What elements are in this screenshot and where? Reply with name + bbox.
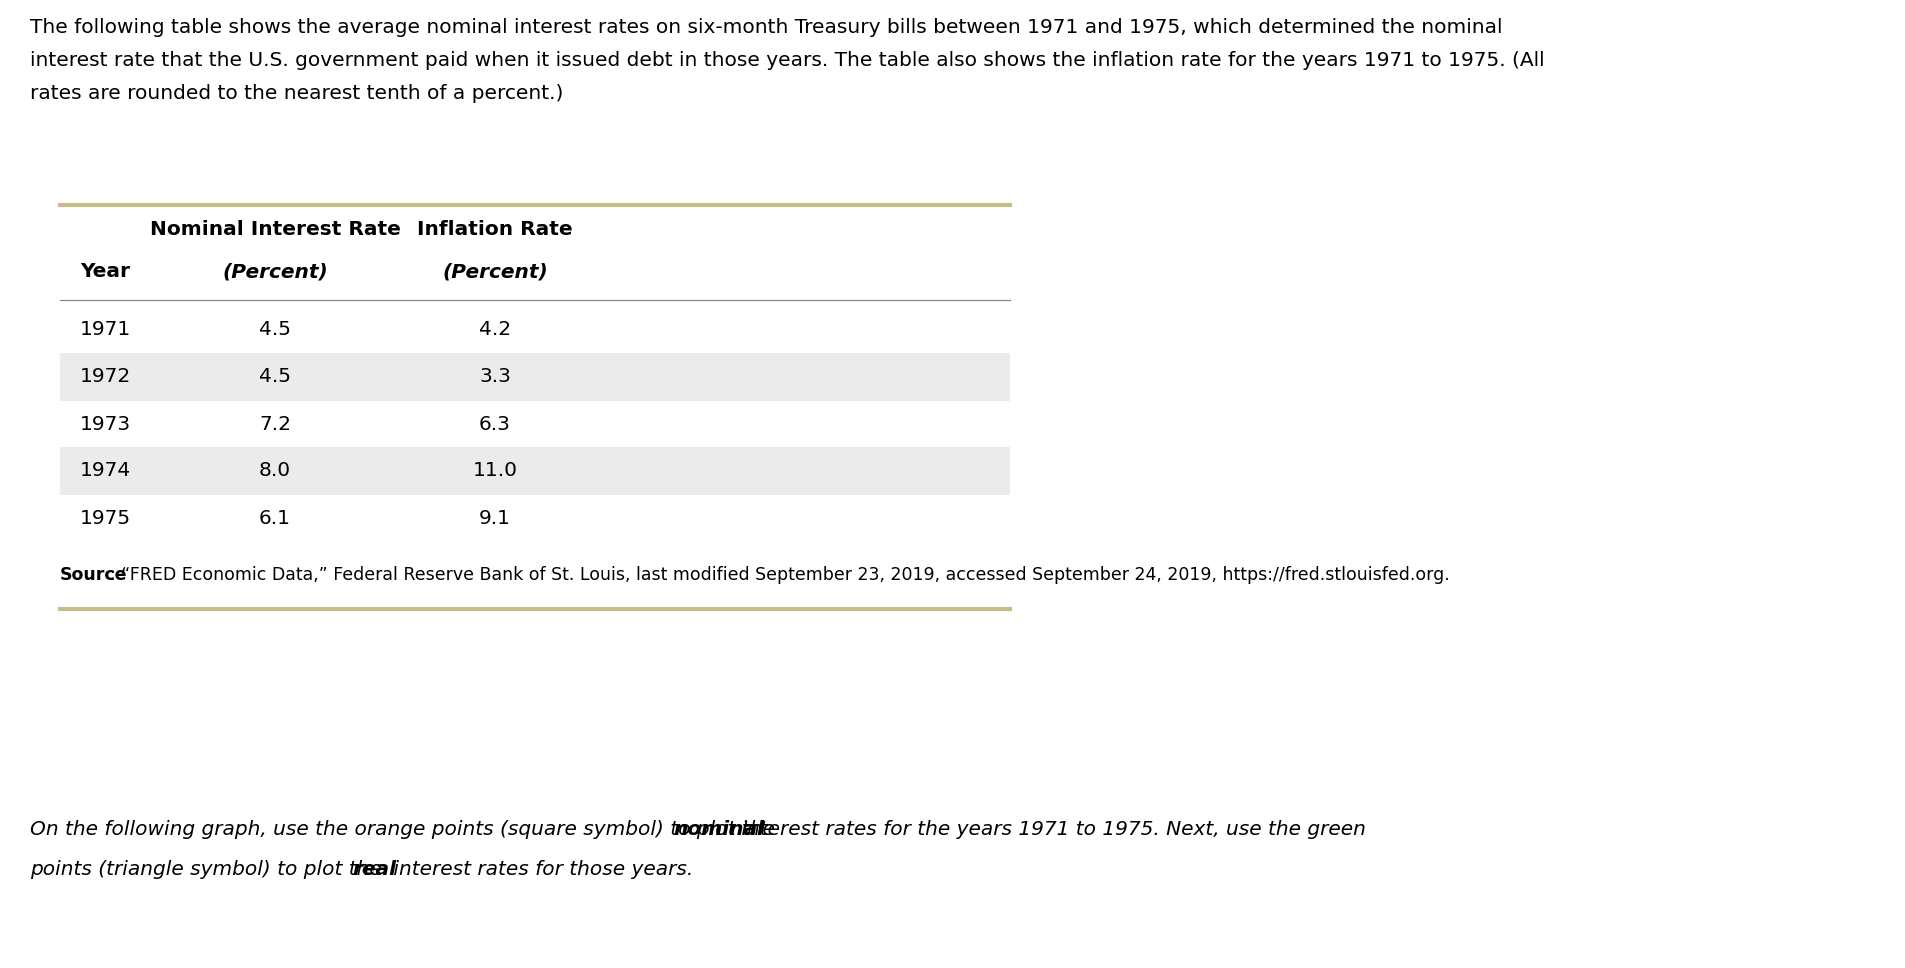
Text: 1975: 1975 [80,508,131,528]
Text: points (triangle symbol) to plot the: points (triangle symbol) to plot the [30,860,389,879]
Text: real: real [352,860,396,879]
Text: 7.2: 7.2 [259,414,291,434]
Text: (Percent): (Percent) [223,262,328,281]
Text: : “FRED Economic Data,” Federal Reserve Bank of St. Louis, last modified Septemb: : “FRED Economic Data,” Federal Reserve … [110,566,1450,585]
Text: 8.0: 8.0 [259,462,291,480]
Text: 6.1: 6.1 [259,508,291,528]
Text: Nominal Interest Rate: Nominal Interest Rate [149,220,400,239]
Text: 3.3: 3.3 [478,368,511,386]
Text: On the following graph, use the orange points (square symbol) to plot the: On the following graph, use the orange p… [30,820,781,839]
Text: Inflation Rate: Inflation Rate [417,220,573,239]
Text: 4.5: 4.5 [259,368,291,386]
Text: 6.3: 6.3 [478,414,511,434]
Text: Year: Year [80,262,130,281]
Text: 4.2: 4.2 [478,320,511,340]
Text: interest rate that the U.S. government paid when it issued debt in those years. : interest rate that the U.S. government p… [30,51,1543,70]
Text: The following table shows the average nominal interest rates on six-month Treasu: The following table shows the average no… [30,18,1501,37]
Text: 1973: 1973 [80,414,131,434]
Text: nominal: nominal [674,820,764,839]
Text: 1974: 1974 [80,462,131,480]
Text: 9.1: 9.1 [478,508,511,528]
Text: 11.0: 11.0 [472,462,518,480]
Text: interest rates for the years 1971 to 1975. Next, use the green: interest rates for the years 1971 to 197… [733,820,1364,839]
Text: interest rates for those years.: interest rates for those years. [387,860,693,879]
Text: (Percent): (Percent) [442,262,547,281]
Text: rates are rounded to the nearest tenth of a percent.): rates are rounded to the nearest tenth o… [30,84,564,103]
Text: 1972: 1972 [80,368,131,386]
Text: 4.5: 4.5 [259,320,291,340]
Text: Source: Source [59,566,128,585]
Text: 1971: 1971 [80,320,131,340]
